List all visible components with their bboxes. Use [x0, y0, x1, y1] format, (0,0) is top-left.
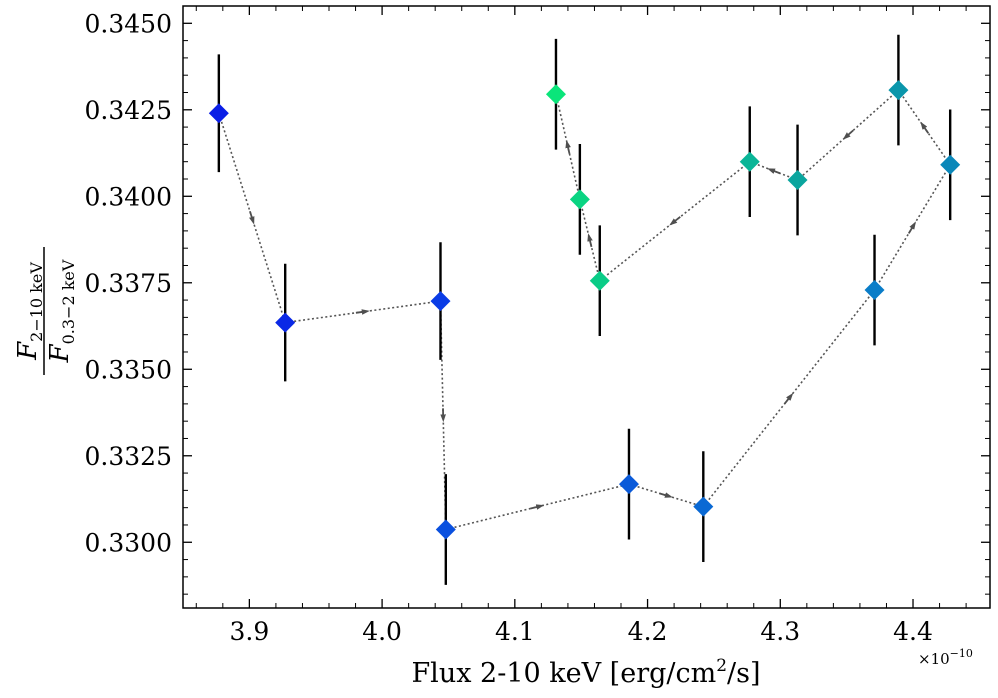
trajectory-lines	[218, 89, 951, 531]
y-label-denominator-sub: 0.3−2 keV	[59, 259, 78, 344]
direction-arrow	[587, 233, 593, 248]
data-point	[545, 84, 566, 105]
error-bars	[217, 34, 952, 585]
y-tick-label: 0.3375	[85, 269, 172, 298]
x-tick-label: 4.2	[628, 617, 668, 646]
y-tick-label: 0.3450	[85, 9, 172, 38]
x-tick-label: 4.4	[893, 617, 933, 646]
svg-text:F2−10 keV: F2−10 keV	[13, 262, 46, 361]
x-offset-label: ×10−10	[918, 647, 973, 668]
data-point	[275, 312, 296, 333]
data-point	[693, 496, 714, 517]
data-point	[787, 170, 808, 191]
data-point	[739, 151, 760, 172]
direction-arrow	[842, 129, 854, 140]
data-point	[208, 103, 229, 124]
y-tick-label: 0.3400	[85, 182, 172, 211]
direction-arrow	[530, 504, 545, 510]
data-point	[618, 474, 639, 495]
data-point	[864, 280, 885, 301]
direction-arrow	[669, 216, 681, 226]
direction-arrow	[249, 210, 255, 225]
y-axis-label: F2−10 keV F0.3−2 keV	[13, 247, 78, 375]
y-tick-label: 0.3325	[85, 442, 172, 471]
direction-arrow	[920, 121, 930, 134]
x-tick-label: 3.9	[229, 617, 269, 646]
x-tick-label: 4.3	[760, 617, 800, 646]
axis-ticks: 3.9 4.0 4.1 4.2 4.3 4.4 0.3300 0.3325 0.3350 0.33…	[85, 6, 990, 646]
y-tick-label: 0.3300	[85, 528, 172, 557]
data-markers	[208, 80, 961, 540]
y-label-denominator: F	[45, 343, 75, 363]
data-point	[569, 189, 590, 210]
direction-arrow	[565, 139, 571, 154]
data-point	[430, 291, 451, 312]
connector-line	[702, 289, 876, 508]
direction-arrow	[783, 392, 794, 405]
data-point	[435, 519, 456, 540]
direction-arrow	[767, 168, 781, 175]
connector-line	[628, 483, 704, 508]
x-tick-label: 4.1	[495, 617, 535, 646]
y-tick-label: 0.3425	[85, 96, 172, 125]
x-tick-label: 4.0	[362, 617, 402, 646]
x-axis-label: Flux 2-10 keV [erg/cm2/s]	[411, 656, 760, 689]
data-point	[589, 270, 610, 291]
direction-arrow	[907, 221, 916, 234]
direction-arrow	[355, 309, 370, 315]
direction-arrow	[659, 492, 673, 498]
data-point	[888, 80, 909, 101]
y-tick-label: 0.3350	[85, 355, 172, 384]
y-label-numerator: F	[13, 341, 43, 361]
plot-frame	[182, 5, 991, 609]
data-point	[940, 154, 961, 175]
y-label-numerator-sub: 2−10 keV	[27, 262, 46, 342]
svg-text:F0.3−2 keV: F0.3−2 keV	[45, 259, 78, 363]
